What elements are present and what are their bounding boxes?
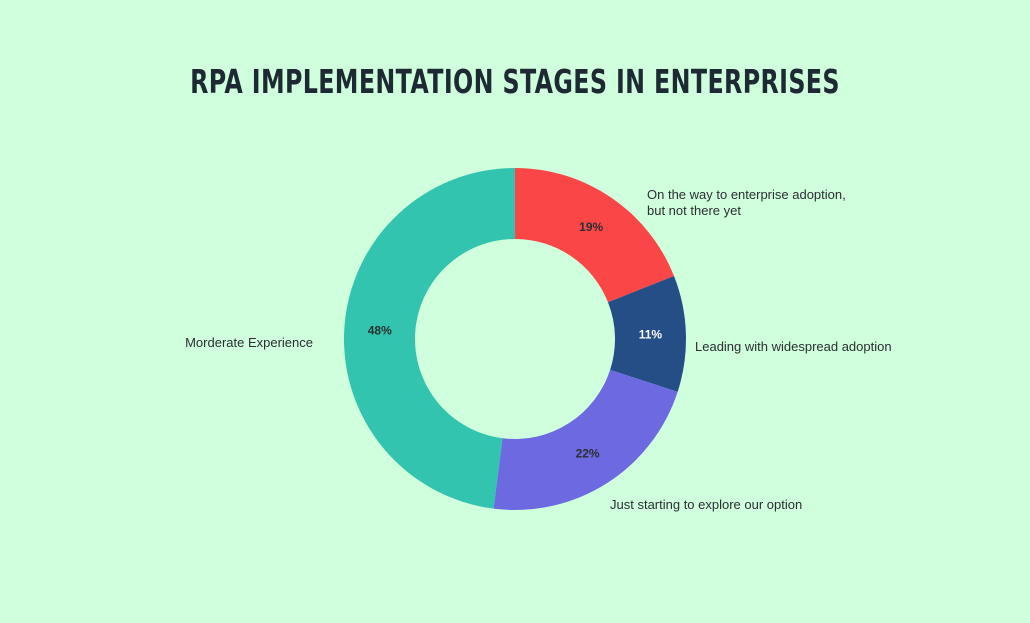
donut-slice-1 [515,168,674,303]
slice-value-label-4: 48% [368,323,392,337]
slice-category-label-1: On the way to enterprise adoption, but no… [647,187,846,218]
chart-title: RPA IMPLEMENTATION STAGES IN ENTERPRISES [190,62,840,101]
slice-value-label-2: 11% [639,328,663,342]
slice-category-label-line: Morderate Experience [185,335,313,350]
slice-category-label-3: Just starting to explore our option [610,497,802,512]
donut-slice-2 [607,276,686,392]
donut-slice-3 [493,369,678,510]
slice-category-label-4: Morderate Experience [185,335,313,350]
slice-category-label-2: Leading with widespread adoption [695,339,892,354]
slice-category-label-line: but not there yet [647,203,741,218]
donut-slice-4 [344,168,515,509]
slice-category-label-line: Leading with widespread adoption [695,339,892,354]
slice-value-label-3: 22% [576,446,600,460]
slice-category-label-line: Just starting to explore our option [610,497,802,512]
slice-category-label-line: On the way to enterprise adoption, [647,187,846,202]
slice-value-label-1: 19% [579,220,603,234]
